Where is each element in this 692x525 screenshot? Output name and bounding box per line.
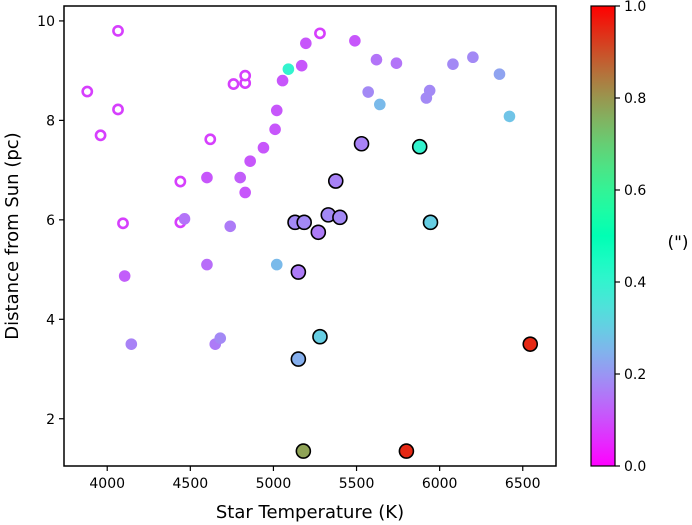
- x-tick-label-2: 5000: [256, 476, 292, 492]
- colorbar: [590, 5, 616, 467]
- data-point-16: [201, 258, 213, 271]
- colorbar-tick-label-0: 0.0: [624, 459, 646, 475]
- colorbar-tick-label-1: 0.2: [624, 367, 646, 383]
- x-axis-label: Star Temperature (K): [216, 502, 404, 523]
- data-point-14: [178, 213, 191, 225]
- data-point-1: [94, 129, 107, 142]
- data-point-47: [312, 328, 328, 345]
- data-point-3: [112, 103, 124, 116]
- colorbar-tick-label-4: 0.8: [624, 91, 646, 107]
- data-point-24: [269, 123, 281, 136]
- colorbar-tick-label-2: 0.4: [624, 275, 646, 291]
- data-point-50: [332, 209, 348, 226]
- x-axis: 4000 4500 5000 5500 6000 6500: [89, 466, 541, 492]
- data-point-12: [118, 270, 131, 282]
- y-tick-label-3: 8: [46, 113, 55, 129]
- data-point-43: [290, 264, 307, 280]
- data-points: [81, 24, 539, 459]
- data-point-52: [411, 138, 428, 155]
- data-point-56: [522, 336, 539, 352]
- y-tick-label-1: 4: [46, 312, 55, 328]
- data-point-27: [276, 74, 289, 87]
- y-axis: 2 4 6 8 10: [37, 14, 64, 428]
- y-tick-label-0: 2: [46, 412, 55, 428]
- data-point-32: [362, 86, 374, 98]
- data-point-4: [117, 217, 129, 230]
- data-point-0: [81, 85, 94, 98]
- x-tick-label-3: 5500: [339, 476, 375, 492]
- data-point-33: [370, 53, 383, 66]
- y-tick-label-4: 10: [37, 14, 55, 30]
- data-point-37: [423, 84, 436, 97]
- data-point-31: [349, 35, 361, 47]
- x-tick-label-0: 4000: [89, 476, 125, 492]
- data-point-55: [398, 443, 415, 459]
- data-point-13: [125, 338, 138, 350]
- data-point-29: [295, 59, 308, 72]
- data-point-11: [314, 27, 326, 40]
- data-point-45: [290, 351, 307, 367]
- data-point-21: [239, 186, 251, 199]
- colorbar-ticks: 0.0 0.2 0.4 0.6 0.8 1.0: [615, 0, 646, 475]
- data-point-41: [503, 110, 516, 123]
- data-point-25: [270, 104, 283, 117]
- data-point-10: [239, 69, 252, 82]
- x-tick-label-5: 6500: [505, 476, 541, 492]
- colorbar-tick-label-5: 1.0: [624, 0, 646, 15]
- data-point-38: [447, 58, 459, 70]
- data-point-40: [493, 68, 506, 80]
- x-tick-label-1: 4500: [173, 476, 209, 492]
- data-point-15: [201, 171, 213, 184]
- data-point-23: [257, 141, 270, 154]
- data-point-2: [112, 24, 124, 37]
- y-axis-label: Distance from Sun (pc): [2, 132, 23, 339]
- data-point-5: [174, 175, 187, 188]
- colorbar-tick-label-3: 0.6: [624, 183, 646, 199]
- data-point-20: [234, 171, 246, 184]
- data-point-22: [244, 155, 256, 167]
- data-point-26: [270, 258, 283, 271]
- data-point-44: [296, 214, 312, 231]
- data-point-34: [374, 98, 386, 111]
- data-point-46: [310, 224, 327, 241]
- data-point-8: [227, 78, 240, 90]
- y-tick-label-2: 6: [46, 213, 55, 229]
- data-point-35: [390, 57, 403, 69]
- colorbar-label: ("): [667, 233, 688, 253]
- data-point-39: [467, 51, 479, 64]
- plot-frame: [63, 5, 557, 467]
- data-point-28: [282, 63, 295, 75]
- data-point-19: [224, 220, 237, 233]
- data-point-7: [204, 133, 217, 146]
- data-point-53: [422, 214, 439, 231]
- data-point-30: [300, 37, 312, 50]
- data-point-54: [295, 443, 312, 459]
- data-point-18: [214, 332, 227, 344]
- data-point-51: [353, 135, 370, 152]
- x-tick-label-4: 6000: [422, 476, 458, 492]
- data-point-49: [327, 173, 344, 189]
